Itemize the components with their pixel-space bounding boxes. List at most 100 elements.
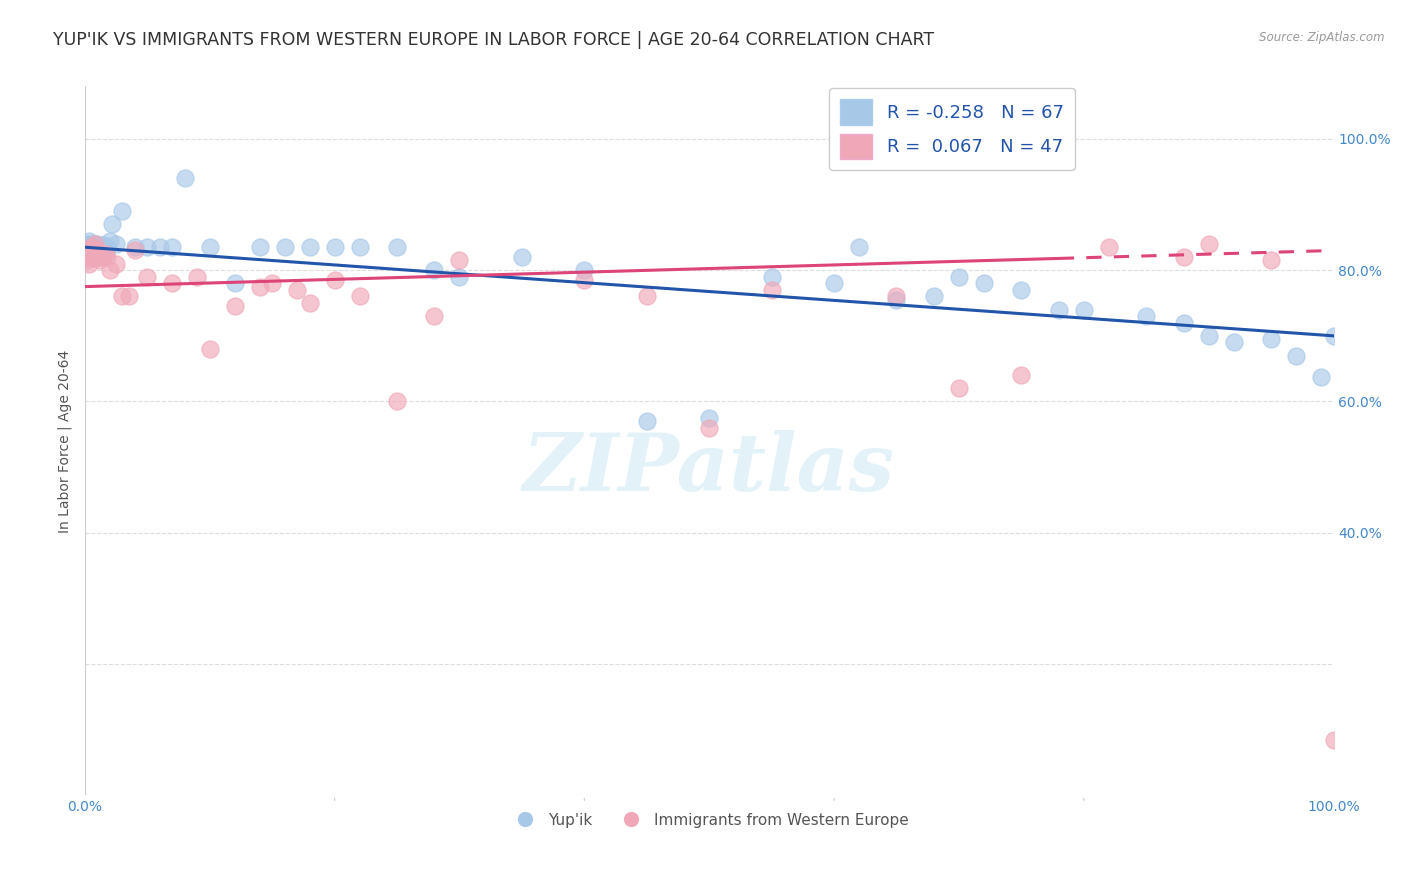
Point [117, 289, 139, 303]
Legend: Yup'ik, Immigrants from Western Europe: Yup'ik, Immigrants from Western Europe [503, 806, 914, 834]
Point [136, 269, 159, 284]
Point [77, 234, 100, 248]
Point [80, 236, 103, 251]
Point [105, 236, 128, 251]
Point [510, 250, 533, 264]
Y-axis label: In Labor Force | Age 20-64: In Labor Force | Age 20-64 [58, 350, 72, 533]
Point [1047, 302, 1070, 317]
Point [111, 204, 134, 219]
Point [89, 250, 111, 264]
Point [82, 238, 104, 252]
Point [948, 381, 970, 395]
Point [111, 289, 134, 303]
Point [574, 273, 596, 287]
Point [84, 246, 107, 260]
Point [83, 244, 105, 258]
Point [124, 244, 146, 258]
Point [124, 240, 146, 254]
Point [83, 244, 105, 259]
Point [98, 263, 121, 277]
Point [77, 244, 100, 258]
Point [79, 240, 101, 254]
Point [574, 263, 596, 277]
Point [1198, 328, 1220, 343]
Point [385, 394, 408, 409]
Point [323, 240, 346, 254]
Point [1010, 368, 1032, 383]
Point [423, 263, 446, 277]
Point [349, 240, 371, 254]
Point [761, 283, 783, 297]
Point [87, 253, 110, 268]
Point [224, 299, 246, 313]
Point [1098, 240, 1121, 254]
Point [82, 250, 104, 264]
Point [198, 240, 221, 254]
Point [1260, 253, 1282, 268]
Point [761, 269, 783, 284]
Point [423, 309, 446, 323]
Point [94, 242, 117, 256]
Point [77, 257, 100, 271]
Point [1135, 309, 1157, 323]
Point [149, 240, 172, 254]
Point [82, 249, 104, 263]
Point [449, 253, 471, 268]
Point [636, 289, 658, 303]
Point [84, 240, 107, 254]
Point [922, 289, 945, 303]
Point [94, 244, 117, 259]
Point [323, 273, 346, 287]
Point [1198, 236, 1220, 251]
Point [101, 217, 124, 231]
Point [385, 240, 408, 254]
Point [79, 250, 101, 264]
Point [94, 246, 117, 260]
Text: YUP'IK VS IMMIGRANTS FROM WESTERN EUROPE IN LABOR FORCE | AGE 20-64 CORRELATION : YUP'IK VS IMMIGRANTS FROM WESTERN EUROPE… [53, 31, 935, 49]
Point [636, 414, 658, 428]
Point [91, 250, 114, 264]
Point [83, 242, 105, 256]
Point [91, 240, 114, 254]
Point [89, 238, 111, 252]
Point [198, 342, 221, 356]
Point [1310, 369, 1333, 384]
Point [349, 289, 371, 303]
Point [76, 253, 98, 268]
Point [98, 234, 121, 248]
Point [83, 252, 105, 266]
Point [948, 269, 970, 284]
Point [80, 244, 103, 258]
Point [173, 171, 195, 186]
Point [285, 283, 308, 297]
Point [162, 277, 184, 291]
Point [96, 240, 118, 254]
Text: Source: ZipAtlas.com: Source: ZipAtlas.com [1260, 31, 1385, 45]
Point [298, 240, 321, 254]
Point [973, 277, 995, 291]
Point [86, 244, 108, 258]
Point [86, 236, 108, 251]
Point [1322, 732, 1344, 747]
Point [1173, 250, 1195, 264]
Point [87, 240, 110, 254]
Point [186, 269, 208, 284]
Point [77, 244, 100, 258]
Point [93, 238, 115, 252]
Point [1285, 349, 1308, 363]
Point [273, 240, 295, 254]
Point [83, 236, 105, 251]
Point [886, 289, 908, 303]
Point [1073, 302, 1095, 317]
Point [249, 240, 271, 254]
Point [1173, 316, 1195, 330]
Point [83, 236, 105, 251]
Point [1322, 328, 1344, 343]
Point [697, 421, 720, 435]
Point [136, 240, 159, 254]
Point [848, 240, 870, 254]
Point [1260, 332, 1282, 346]
Point [697, 410, 720, 425]
Point [75, 240, 97, 254]
Point [886, 293, 908, 307]
